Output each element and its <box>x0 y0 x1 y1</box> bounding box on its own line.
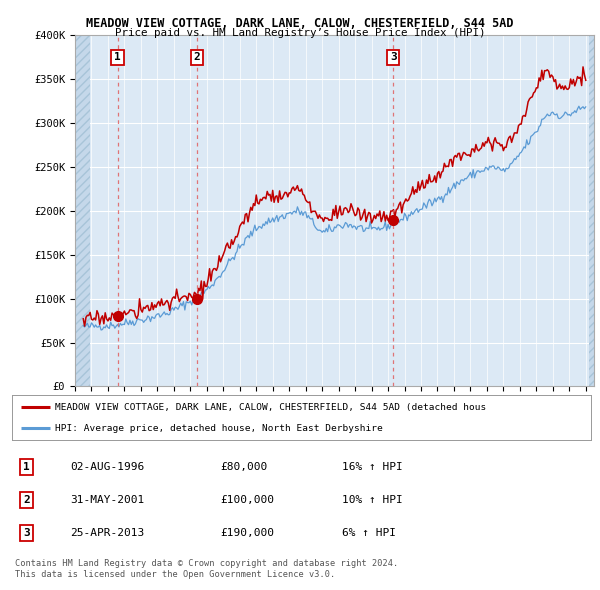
Text: 02-AUG-1996: 02-AUG-1996 <box>70 463 144 472</box>
Text: £100,000: £100,000 <box>220 495 274 505</box>
Text: 25-APR-2013: 25-APR-2013 <box>70 528 144 537</box>
Text: £80,000: £80,000 <box>220 463 268 472</box>
Text: MEADOW VIEW COTTAGE, DARK LANE, CALOW, CHESTERFIELD, S44 5AD: MEADOW VIEW COTTAGE, DARK LANE, CALOW, C… <box>86 17 514 30</box>
Text: 3: 3 <box>23 528 30 537</box>
Text: 2: 2 <box>23 495 30 505</box>
Bar <box>75 35 90 386</box>
Text: 6% ↑ HPI: 6% ↑ HPI <box>342 528 396 537</box>
Text: 1: 1 <box>23 463 30 472</box>
Text: 1: 1 <box>114 53 121 63</box>
Text: Price paid vs. HM Land Registry’s House Price Index (HPI): Price paid vs. HM Land Registry’s House … <box>115 28 485 38</box>
Text: MEADOW VIEW COTTAGE, DARK LANE, CALOW, CHESTERFIELD, S44 5AD (detached hous: MEADOW VIEW COTTAGE, DARK LANE, CALOW, C… <box>55 403 487 412</box>
Text: 2: 2 <box>194 53 200 63</box>
Bar <box>589 35 594 386</box>
Text: 16% ↑ HPI: 16% ↑ HPI <box>342 463 403 472</box>
Text: 3: 3 <box>390 53 397 63</box>
Text: 31-MAY-2001: 31-MAY-2001 <box>70 495 144 505</box>
Text: 10% ↑ HPI: 10% ↑ HPI <box>342 495 403 505</box>
Text: Contains HM Land Registry data © Crown copyright and database right 2024.
This d: Contains HM Land Registry data © Crown c… <box>15 559 398 579</box>
Text: HPI: Average price, detached house, North East Derbyshire: HPI: Average price, detached house, Nort… <box>55 424 383 433</box>
Text: £190,000: £190,000 <box>220 528 274 537</box>
